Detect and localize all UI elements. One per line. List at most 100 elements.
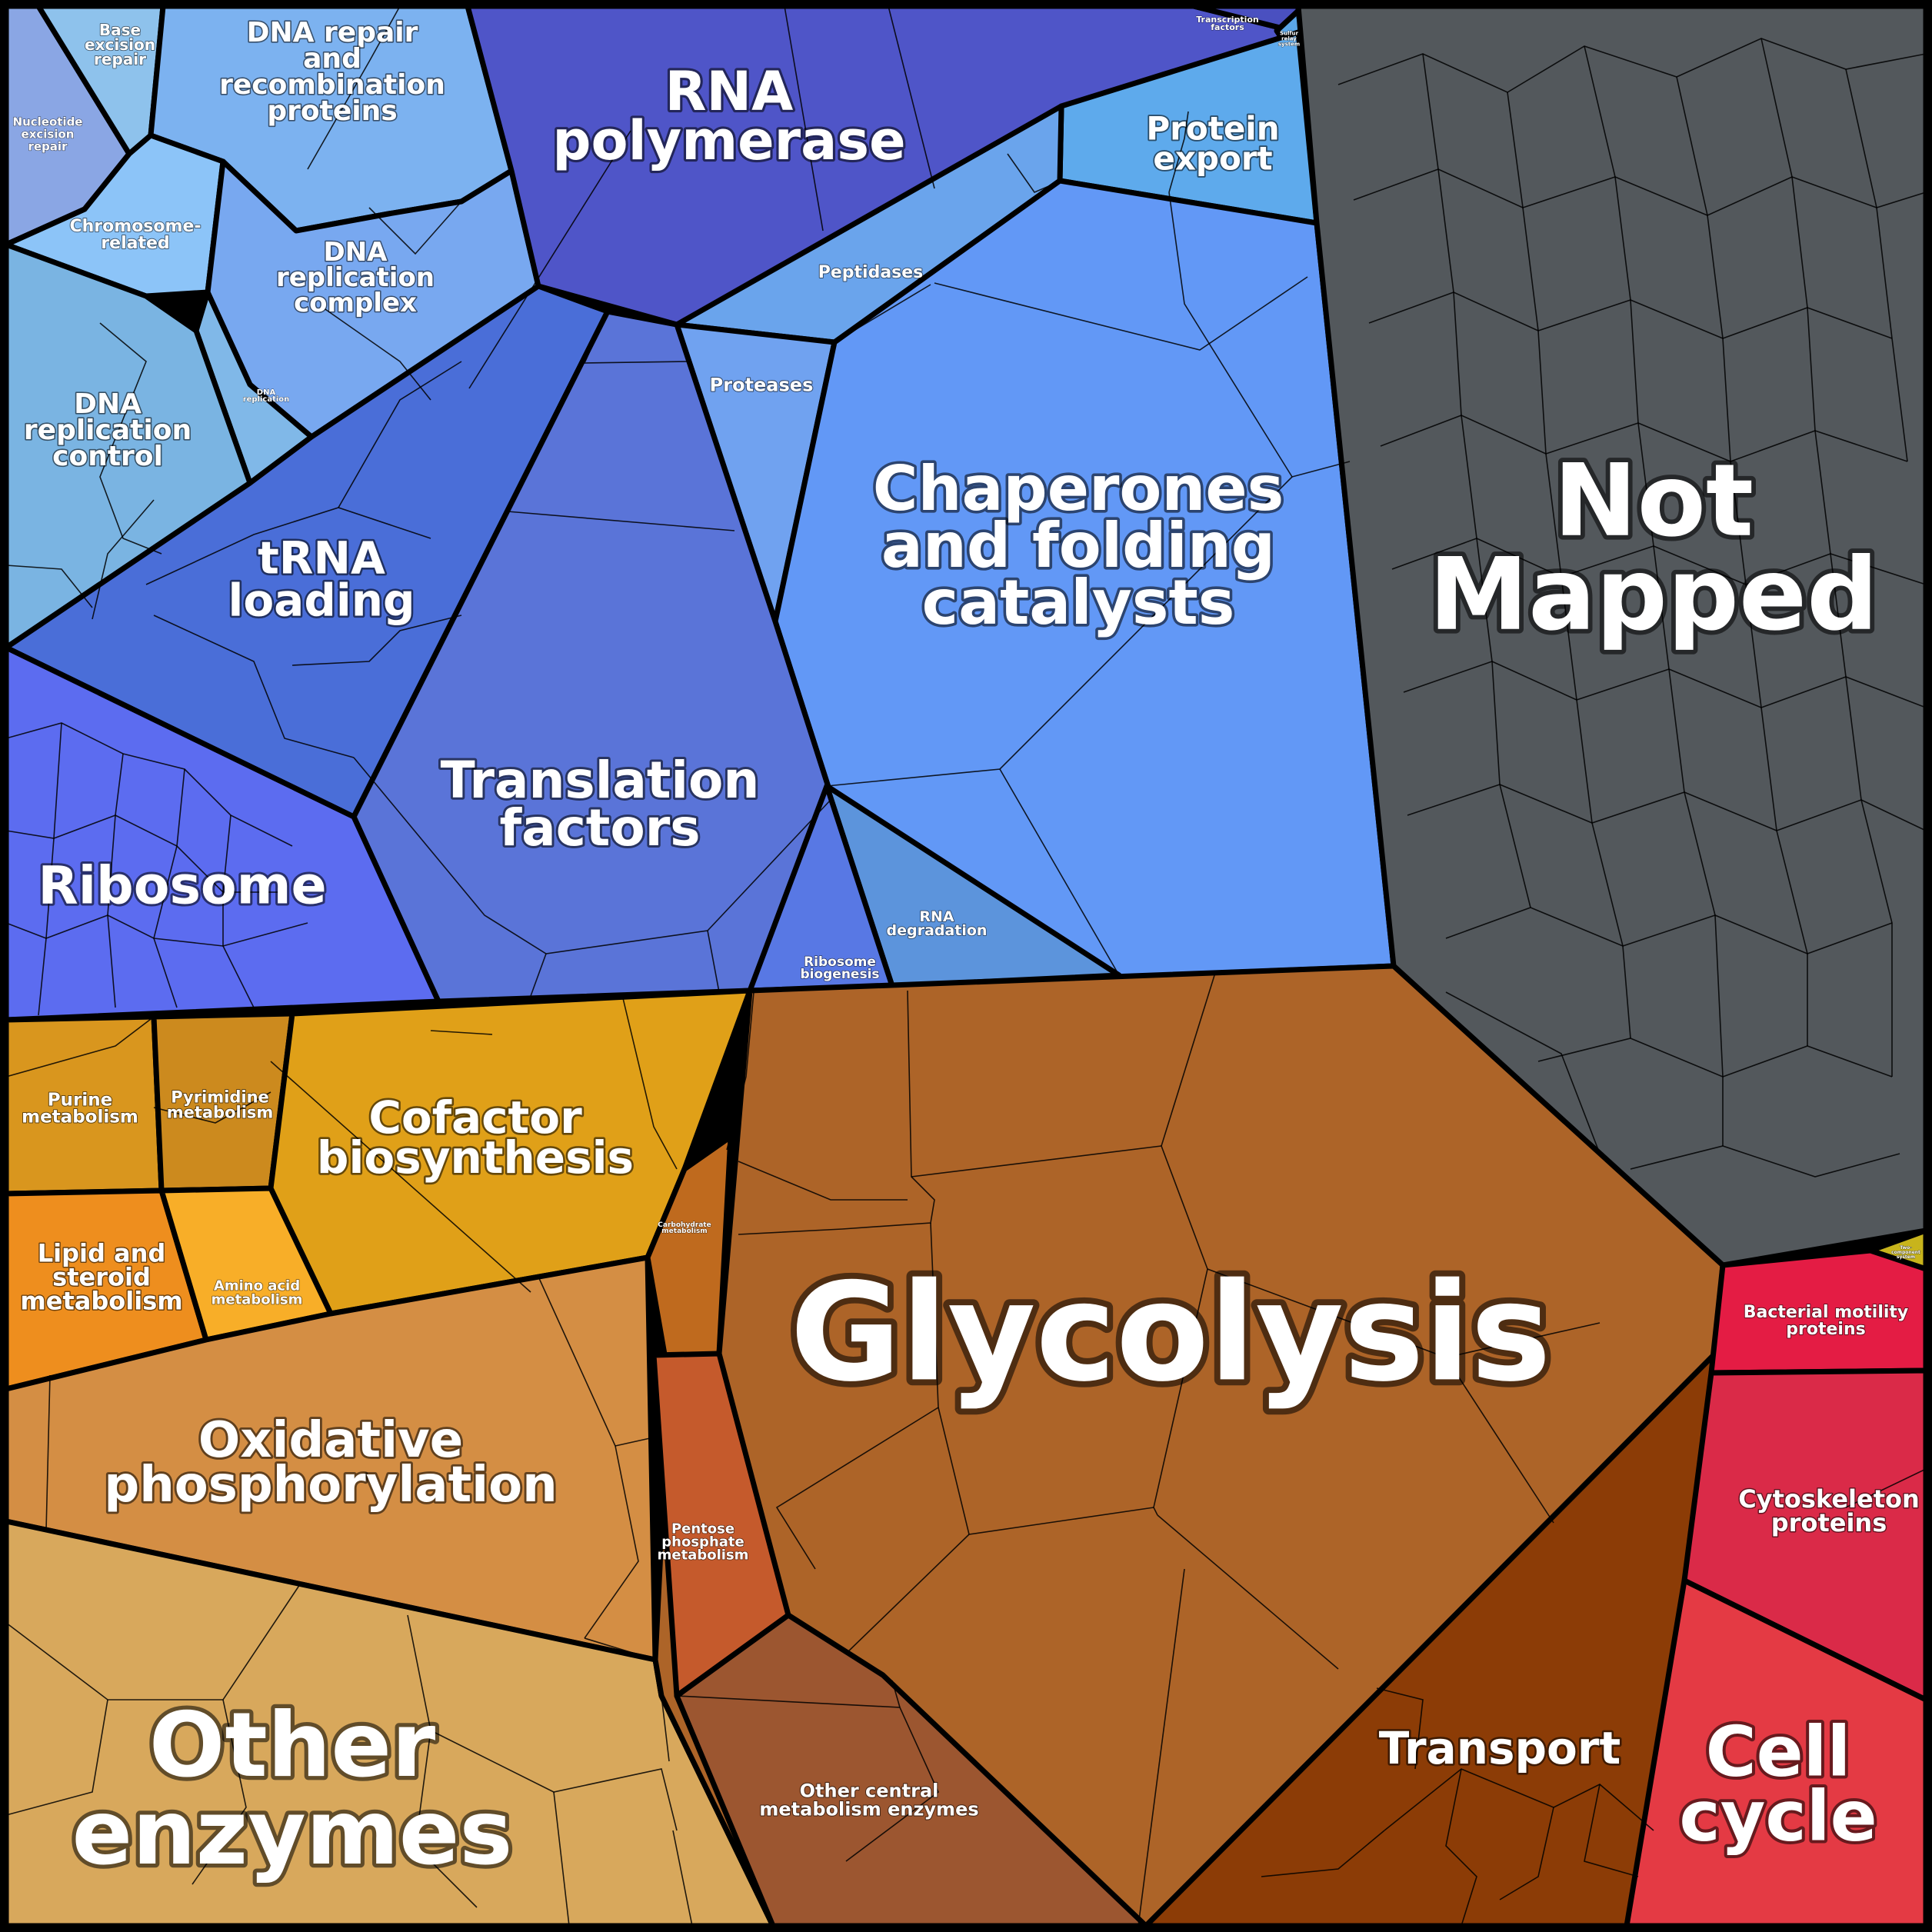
label-translation-factors: Translation factors (441, 751, 760, 858)
label-line: proteins (1771, 1508, 1887, 1537)
label-dna-replication-complex: DNA replication complex (276, 237, 435, 318)
label-oxidative: Oxidative phosphorylation (104, 1412, 557, 1514)
label-line: proteins (1786, 1320, 1865, 1339)
label-line: metabolism (22, 1107, 138, 1127)
subcell-lines (5, 5, 1927, 1927)
label-line: Base (99, 21, 141, 39)
label-line: replication (276, 262, 435, 293)
label-line: Carbohydrate (658, 1221, 711, 1229)
label-line: Oxidative (198, 1412, 463, 1469)
label-dna-replication-control: DNA replication control (24, 388, 192, 472)
label-line: Lipid and (38, 1239, 166, 1268)
label-line: Chaperones (873, 453, 1284, 525)
label-line: polymerase (552, 109, 905, 172)
label-line: metabolism (212, 1291, 303, 1307)
label-pentose: Pentose phosphate metabolism (658, 1521, 749, 1563)
label-line: Ribosome (804, 954, 876, 970)
label-lipid: Lipid and steroid metabolism (20, 1239, 182, 1316)
label-line: Nucleotide (13, 115, 83, 128)
label-line: Purine (48, 1090, 112, 1110)
label-line: biosynthesis (317, 1131, 634, 1184)
label-protein-export: Protein export (1146, 110, 1279, 178)
label-line: control (52, 441, 163, 472)
label-cytoskeleton: Cytoskeleton proteins (1738, 1484, 1920, 1537)
cell-dna-replication-control (3, 242, 253, 651)
label-line: DNA (74, 388, 142, 420)
label-line: factors (499, 798, 700, 858)
label-line: RNA (665, 60, 794, 123)
label-base-excision: Base excision repair (85, 21, 155, 68)
label-dna-repair: DNA repair and recombination proteins (219, 17, 445, 127)
label-line: Chromosome- (70, 217, 202, 236)
label-proteases: Proteases (710, 375, 814, 396)
label-bacterial-motility: Bacterial motility proteins (1744, 1303, 1909, 1339)
label-line: related (101, 234, 169, 253)
label-other-central: Other central metabolism enzymes (759, 1780, 978, 1820)
label-other-enzymes: Other enzymes (72, 1694, 513, 1885)
label-line: cycle (1679, 1776, 1877, 1857)
label-line: recombination (219, 69, 445, 101)
label-chaperones: Chaperones and folding catalysts (873, 453, 1284, 638)
label-line: export (1153, 140, 1272, 178)
label-line: DNA (324, 237, 388, 268)
label-line: steroid (52, 1263, 151, 1292)
label-line: Pyrimidine (171, 1088, 269, 1107)
label-line: relay (1281, 36, 1297, 42)
label-line: catalysts (922, 567, 1235, 638)
label-line: RNA (919, 908, 954, 925)
label-line: Cell (1706, 1711, 1851, 1792)
label-line: degradation (887, 922, 988, 939)
label-line: repair (28, 139, 68, 153)
label-peptidases: Peptidases (818, 263, 924, 282)
label-pyrimidine: Pyrimidine metabolism (167, 1088, 274, 1122)
label-line: and folding (881, 510, 1275, 581)
label-line: Ribosome (38, 855, 326, 916)
label-line: proteins (267, 95, 397, 127)
label-line: DNA repair (247, 17, 418, 48)
label-line: replication (24, 415, 192, 446)
cell-cell-cycle (1624, 1577, 1929, 1929)
label-line: metabolism (658, 1547, 749, 1563)
label-line: repair (94, 50, 146, 68)
label-line: Other (149, 1694, 436, 1797)
label-purine: Purine metabolism (22, 1090, 138, 1127)
label-line: phosphate (661, 1534, 744, 1550)
label-line: Proteases (710, 375, 814, 396)
label-line: Bacterial motility (1744, 1303, 1909, 1322)
label-carbohydrate: Carbohydrate metabolism (658, 1221, 711, 1235)
label-not-mapped: Not Mapped (1429, 442, 1878, 653)
label-line: system (1897, 1254, 1915, 1260)
label-amino-acid: Amino acid metabolism (212, 1277, 303, 1307)
label-dna-replication-small: DNA replication (243, 388, 290, 404)
label-line: Transcription (1196, 15, 1259, 25)
label-line: tRNA (258, 531, 385, 584)
label-nucleotide-excision: Nucleotide excision repair (13, 115, 83, 153)
label-transport: Transport (1379, 1722, 1621, 1774)
label-line: Two- (1900, 1245, 1912, 1251)
label-line: Translation (441, 751, 760, 810)
label-line: enzymes (72, 1781, 513, 1885)
label-unknown-yellow: Two-component system (1891, 1245, 1920, 1260)
label-transcription-factors: Transcription factors (1196, 15, 1259, 32)
label-line: Not (1554, 442, 1754, 559)
label-line: DNA (257, 388, 276, 397)
cell-bacterial-motility (1708, 1247, 1929, 1376)
label-sulfur-relay: Sulfur relay system (1278, 31, 1300, 48)
label-line: metabolism (167, 1104, 274, 1122)
cell-other-central (674, 1612, 1149, 1929)
label-line: Other central (800, 1780, 939, 1802)
label-line: factors (1211, 22, 1244, 32)
label-line: biogenesis (800, 967, 879, 982)
label-line: loading (228, 574, 415, 626)
label-ribosome-biogenesis: Ribosome biogenesis (800, 954, 879, 982)
label-line: excision (22, 127, 75, 141)
label-line: Glycolysis (790, 1254, 1551, 1411)
label-line: Mapped (1429, 536, 1878, 653)
label-glycolysis: Glycolysis (790, 1254, 1551, 1411)
label-chromosome-related: Chromosome-related (70, 217, 202, 253)
label-rna-polymerase: RNA polymerase (552, 60, 905, 172)
label-cell-cycle: Cell cycle (1679, 1711, 1877, 1857)
label-line: Amino acid (214, 1277, 300, 1294)
label-line: excision (85, 35, 155, 54)
